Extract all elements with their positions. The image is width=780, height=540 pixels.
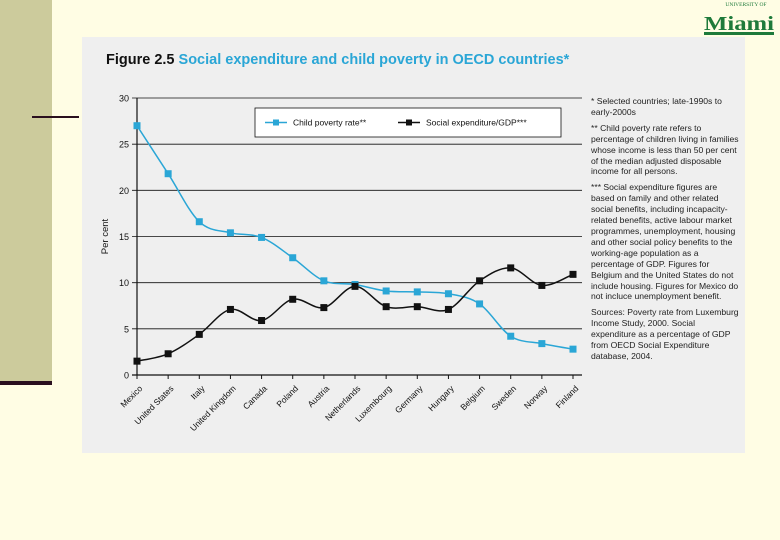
y-tick-label: 15 bbox=[119, 232, 129, 242]
data-point bbox=[164, 170, 172, 178]
figure-notes: * Selected countries; late-1990s to earl… bbox=[591, 96, 741, 367]
figure-title: Figure 2.5 Social expenditure and child … bbox=[106, 52, 569, 68]
series-line-0 bbox=[136, 125, 574, 350]
x-tick-label: Italy bbox=[189, 383, 208, 402]
data-point bbox=[133, 357, 141, 365]
data-point bbox=[413, 288, 421, 296]
slide-divider bbox=[0, 381, 52, 385]
svg-text:UNIVERSITY OF: UNIVERSITY OF bbox=[725, 2, 766, 8]
y-axis-label: Per cent bbox=[100, 218, 111, 254]
y-tick-label: 20 bbox=[119, 186, 129, 196]
data-point bbox=[133, 122, 141, 130]
legend: Child poverty rate** Social expenditure/G… bbox=[254, 107, 562, 138]
y-tick-label: 5 bbox=[124, 324, 129, 334]
data-point bbox=[382, 303, 390, 311]
svg-text:Miami: Miami bbox=[704, 13, 775, 35]
x-tick-label: Canada bbox=[241, 383, 269, 411]
data-point bbox=[569, 270, 577, 278]
figure-panel bbox=[82, 37, 745, 453]
note-sources: Sources: Poverty rate from Luxemburg Inc… bbox=[591, 307, 739, 361]
y-tick-label: 25 bbox=[119, 140, 129, 150]
legend-label: Child poverty rate** bbox=[293, 118, 367, 128]
data-point bbox=[320, 277, 328, 285]
x-tick-label: Sweden bbox=[489, 383, 518, 412]
data-point bbox=[444, 290, 452, 298]
data-point bbox=[289, 295, 297, 303]
university-logo: UNIVERSITY OF Miami bbox=[704, 2, 775, 35]
x-tick-label: Norway bbox=[522, 383, 550, 411]
data-point bbox=[195, 218, 203, 226]
x-tick-label: Germany bbox=[393, 383, 425, 415]
data-point bbox=[226, 229, 234, 237]
x-tick-label: Finland bbox=[554, 383, 581, 410]
y-tick-label: 10 bbox=[119, 278, 129, 288]
x-tick-label: Hungary bbox=[426, 383, 456, 413]
data-point bbox=[507, 332, 515, 340]
data-point bbox=[320, 304, 328, 312]
data-point bbox=[382, 287, 390, 295]
data-point bbox=[195, 330, 203, 338]
slide-title-rule bbox=[32, 116, 79, 118]
data-point bbox=[476, 300, 484, 308]
x-tick-label: Mexico bbox=[118, 383, 144, 409]
data-point bbox=[569, 345, 577, 353]
y-tick-label: 0 bbox=[124, 371, 129, 381]
data-point bbox=[538, 340, 546, 348]
legend-label: Social expenditure/GDP*** bbox=[426, 118, 527, 128]
note-3: *** Social expenditure figures are based… bbox=[591, 182, 739, 302]
x-tick-label: Austria bbox=[305, 383, 331, 409]
data-point bbox=[538, 281, 546, 289]
x-tick-label: Belgium bbox=[458, 383, 487, 412]
x-tick-label: Poland bbox=[274, 383, 300, 409]
data-point bbox=[226, 305, 234, 313]
data-point bbox=[444, 305, 452, 313]
legend-swatch-marker bbox=[273, 119, 279, 126]
note-1: * Selected countries; late-1990s to earl… bbox=[591, 96, 722, 117]
note-2: ** Child poverty rate refers to percenta… bbox=[591, 122, 739, 177]
data-point bbox=[507, 264, 515, 272]
legend-swatch-marker bbox=[406, 119, 412, 126]
data-point bbox=[164, 350, 172, 358]
y-tick-label: 30 bbox=[119, 94, 129, 104]
data-point bbox=[476, 277, 484, 285]
data-point bbox=[289, 254, 297, 262]
figure-label: Figure 2.5 bbox=[106, 52, 175, 68]
slide-left-bar bbox=[0, 0, 52, 385]
figure-title-text: Social expenditure and child poverty in … bbox=[178, 52, 570, 68]
data-point bbox=[413, 303, 421, 311]
data-point bbox=[258, 317, 266, 325]
data-point bbox=[351, 282, 359, 290]
data-point bbox=[258, 233, 266, 241]
